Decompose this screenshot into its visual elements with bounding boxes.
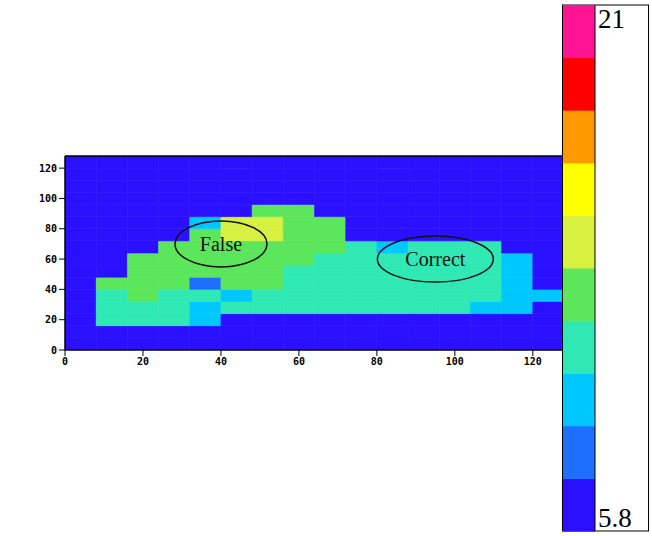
svg-text:Correct: Correct <box>405 248 465 270</box>
svg-text:20: 20 <box>137 356 149 367</box>
svg-text:5.8: 5.8 <box>598 503 632 533</box>
svg-text:60: 60 <box>45 254 57 265</box>
svg-text:80: 80 <box>45 223 57 234</box>
svg-text:20: 20 <box>45 314 57 325</box>
svg-text:120: 120 <box>524 356 542 367</box>
svg-text:40: 40 <box>215 356 227 367</box>
svg-text:100: 100 <box>39 193 57 204</box>
svg-text:0: 0 <box>51 345 57 356</box>
svg-text:80: 80 <box>371 356 383 367</box>
svg-text:40: 40 <box>45 284 57 295</box>
svg-text:120: 120 <box>39 163 57 174</box>
svg-text:100: 100 <box>446 356 464 367</box>
svg-text:21: 21 <box>598 4 625 34</box>
svg-text:False: False <box>200 233 242 255</box>
svg-text:60: 60 <box>293 356 305 367</box>
svg-text:0: 0 <box>62 356 68 367</box>
